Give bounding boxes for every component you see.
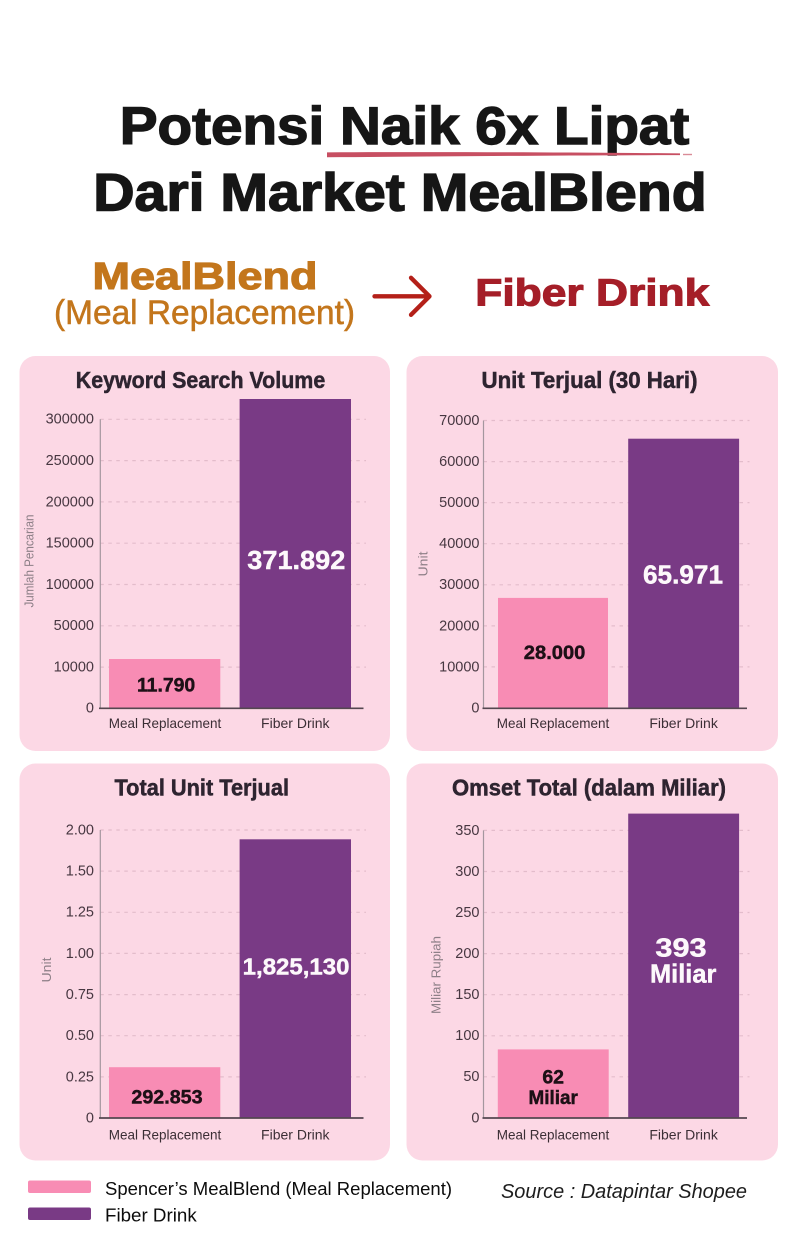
svg-text:0.75: 0.75 <box>66 987 94 1003</box>
svg-text:50000: 50000 <box>54 618 94 634</box>
svg-text:50: 50 <box>463 1069 479 1085</box>
svg-text:Fiber Drink: Fiber Drink <box>475 273 710 315</box>
svg-text:Source : Datapintar Shopee: Source : Datapintar Shopee <box>501 1181 747 1203</box>
svg-text:300: 300 <box>455 864 479 880</box>
svg-text:Miliar: Miliar <box>529 1087 579 1109</box>
svg-text:Spencer’s MealBlend (Meal Repl: Spencer’s MealBlend (Meal Replacement) <box>105 1178 452 1199</box>
svg-text:292.853: 292.853 <box>131 1086 202 1108</box>
svg-text:11.790: 11.790 <box>137 675 195 697</box>
svg-text:Unit: Unit <box>40 957 54 983</box>
svg-text:0: 0 <box>471 1110 479 1126</box>
svg-text:Fiber Drink: Fiber Drink <box>649 715 718 731</box>
svg-text:(Meal Replacement): (Meal Replacement) <box>54 294 355 332</box>
svg-text:Miliar Rupiah: Miliar Rupiah <box>430 936 444 1014</box>
svg-text:Meal Replacement: Meal Replacement <box>109 1127 222 1143</box>
svg-text:200000: 200000 <box>46 494 94 510</box>
svg-text:1.25: 1.25 <box>66 905 94 921</box>
svg-text:Fiber Drink: Fiber Drink <box>649 1127 718 1143</box>
svg-text:0: 0 <box>86 701 94 717</box>
svg-text:371.892: 371.892 <box>247 547 345 575</box>
svg-text:50000: 50000 <box>439 495 479 511</box>
svg-text:Fiber Drink: Fiber Drink <box>105 1205 197 1226</box>
svg-text:200: 200 <box>455 946 479 962</box>
svg-text:Total Unit Terjual: Total Unit Terjual <box>115 774 290 800</box>
svg-text:Keyword Search Volume: Keyword Search Volume <box>76 367 326 393</box>
svg-text:Fiber Drink: Fiber Drink <box>261 715 330 731</box>
svg-text:Meal Replacement: Meal Replacement <box>497 715 610 731</box>
svg-text:Unit: Unit <box>417 551 431 577</box>
svg-text:65.971: 65.971 <box>643 561 723 589</box>
svg-text:250: 250 <box>455 905 479 921</box>
svg-text:150000: 150000 <box>46 536 94 552</box>
svg-text:40000: 40000 <box>439 536 479 552</box>
svg-text:0.50: 0.50 <box>66 1028 94 1044</box>
svg-text:10000: 10000 <box>54 660 94 676</box>
svg-text:Unit Terjual (30 Hari): Unit Terjual (30 Hari) <box>482 367 698 393</box>
svg-text:Meal Replacement: Meal Replacement <box>497 1127 610 1143</box>
svg-text:0: 0 <box>471 701 479 717</box>
svg-text:250000: 250000 <box>46 453 94 469</box>
svg-text:70000: 70000 <box>439 413 479 429</box>
svg-text:Meal Replacement: Meal Replacement <box>109 715 222 731</box>
svg-text:100000: 100000 <box>46 577 94 593</box>
svg-text:30000: 30000 <box>439 577 479 593</box>
svg-text:350: 350 <box>455 823 479 839</box>
svg-text:300000: 300000 <box>46 412 94 428</box>
svg-text:20000: 20000 <box>439 618 479 634</box>
svg-text:Potensi Naik 6x Lipat: Potensi Naik 6x Lipat <box>120 97 690 156</box>
svg-text:393: 393 <box>655 933 706 963</box>
svg-text:10000: 10000 <box>439 659 479 675</box>
svg-text:1,825,130: 1,825,130 <box>243 953 350 979</box>
svg-text:62: 62 <box>542 1067 564 1089</box>
svg-text:0.25: 0.25 <box>66 1069 94 1085</box>
svg-text:1.50: 1.50 <box>66 864 94 880</box>
svg-text:28.000: 28.000 <box>524 642 586 664</box>
svg-text:60000: 60000 <box>439 454 479 470</box>
svg-text:150: 150 <box>455 987 479 1003</box>
svg-text:Fiber Drink: Fiber Drink <box>261 1127 330 1143</box>
svg-text:MealBlend: MealBlend <box>93 256 318 298</box>
svg-text:2.00: 2.00 <box>66 822 94 838</box>
svg-text:100: 100 <box>455 1028 479 1044</box>
svg-text:Miliar: Miliar <box>650 958 716 988</box>
svg-text:Omset Total (dalam Miliar): Omset Total (dalam Miliar) <box>452 774 726 800</box>
svg-text:1.00: 1.00 <box>66 946 94 962</box>
svg-text:Jumlah Pencarian: Jumlah Pencarian <box>23 514 37 607</box>
svg-text:Dari Market MealBlend: Dari Market MealBlend <box>93 163 707 222</box>
svg-text:0: 0 <box>86 1110 94 1126</box>
